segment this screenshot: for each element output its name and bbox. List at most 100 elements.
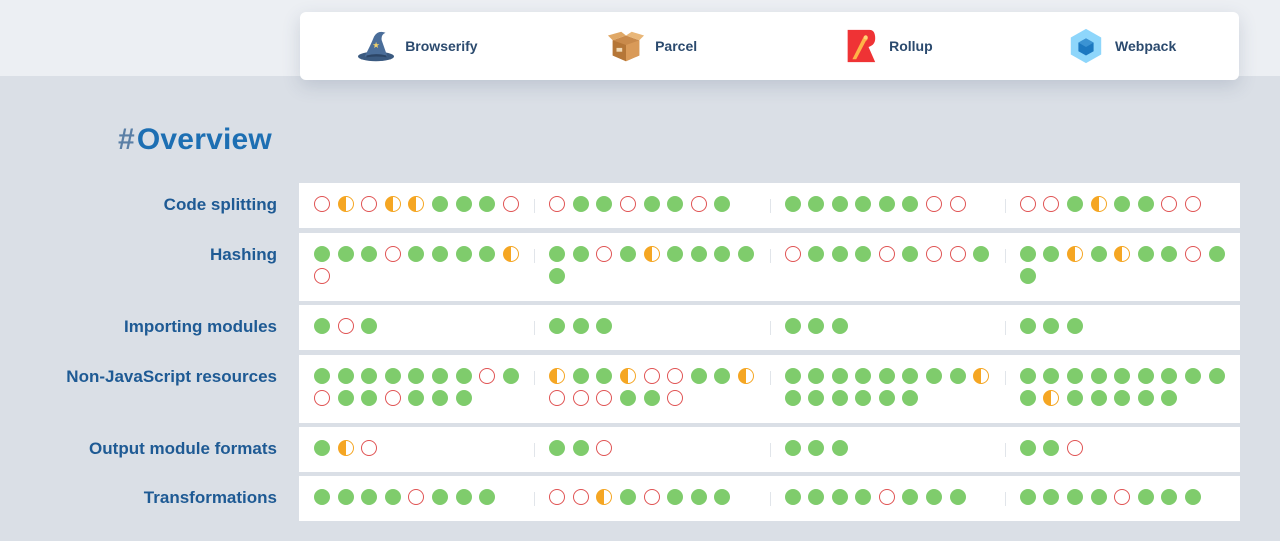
test-status-dot-partial[interactable] <box>643 246 660 262</box>
test-status-dot-supported[interactable] <box>431 489 448 505</box>
test-status-dot-supported[interactable] <box>361 246 378 262</box>
test-status-dot-supported[interactable] <box>831 246 848 262</box>
test-status-dot-supported[interactable] <box>479 196 496 212</box>
test-status-dot-unsupported[interactable] <box>1043 196 1060 212</box>
test-status-dot-supported[interactable] <box>596 318 613 334</box>
feature-label[interactable]: Transformations <box>143 488 277 507</box>
test-status-dot-supported[interactable] <box>667 489 684 505</box>
test-status-dot-partial[interactable] <box>620 368 637 384</box>
test-status-dot-unsupported[interactable] <box>502 196 519 212</box>
feature-label[interactable]: Code splitting <box>163 195 277 214</box>
test-status-dot-supported[interactable] <box>314 368 330 384</box>
test-status-dot-supported[interactable] <box>1137 196 1154 212</box>
test-status-dot-unsupported[interactable] <box>596 440 613 456</box>
test-status-dot-supported[interactable] <box>479 246 496 262</box>
test-status-dot-supported[interactable] <box>1137 368 1154 384</box>
test-status-dot-supported[interactable] <box>1043 368 1060 384</box>
test-status-dot-unsupported[interactable] <box>314 268 330 284</box>
test-status-dot-supported[interactable] <box>738 246 754 262</box>
test-status-dot-supported[interactable] <box>831 440 848 456</box>
test-status-dot-supported[interactable] <box>855 196 872 212</box>
test-status-dot-supported[interactable] <box>431 390 448 406</box>
test-status-dot-supported[interactable] <box>1019 390 1036 406</box>
test-status-dot-supported[interactable] <box>1161 390 1178 406</box>
test-status-dot-supported[interactable] <box>949 368 966 384</box>
test-status-dot-supported[interactable] <box>1066 489 1083 505</box>
test-status-dot-supported[interactable] <box>431 246 448 262</box>
test-status-dot-unsupported[interactable] <box>549 390 566 406</box>
test-status-dot-supported[interactable] <box>714 196 731 212</box>
test-status-dot-unsupported[interactable] <box>572 390 589 406</box>
test-status-dot-unsupported[interactable] <box>361 196 378 212</box>
test-status-dot-supported[interactable] <box>831 318 848 334</box>
test-status-dot-supported[interactable] <box>455 196 472 212</box>
test-status-dot-supported[interactable] <box>855 390 872 406</box>
test-status-dot-unsupported[interactable] <box>314 196 330 212</box>
test-status-dot-supported[interactable] <box>949 489 966 505</box>
test-status-dot-partial[interactable] <box>502 246 519 262</box>
test-status-dot-supported[interactable] <box>1114 368 1131 384</box>
test-status-dot-supported[interactable] <box>714 368 731 384</box>
test-status-dot-supported[interactable] <box>572 196 589 212</box>
test-status-dot-partial[interactable] <box>1066 246 1083 262</box>
test-status-dot-supported[interactable] <box>831 489 848 505</box>
test-status-dot-unsupported[interactable] <box>1066 440 1083 456</box>
test-status-dot-supported[interactable] <box>408 390 425 406</box>
test-status-dot-supported[interactable] <box>1019 489 1036 505</box>
test-status-dot-supported[interactable] <box>1114 390 1131 406</box>
test-status-dot-supported[interactable] <box>784 318 801 334</box>
test-status-dot-supported[interactable] <box>1066 390 1083 406</box>
test-status-dot-partial[interactable] <box>738 368 754 384</box>
test-status-dot-supported[interactable] <box>1090 246 1107 262</box>
test-status-dot-supported[interactable] <box>784 390 801 406</box>
test-status-dot-unsupported[interactable] <box>949 246 966 262</box>
test-status-dot-supported[interactable] <box>1066 318 1083 334</box>
test-status-dot-supported[interactable] <box>855 246 872 262</box>
test-status-dot-supported[interactable] <box>384 368 401 384</box>
test-status-dot-supported[interactable] <box>784 489 801 505</box>
test-status-dot-supported[interactable] <box>1090 368 1107 384</box>
test-status-dot-supported[interactable] <box>902 196 919 212</box>
test-status-dot-supported[interactable] <box>337 390 354 406</box>
test-status-dot-supported[interactable] <box>1043 246 1060 262</box>
test-status-dot-partial[interactable] <box>337 440 354 456</box>
test-status-dot-partial[interactable] <box>549 368 566 384</box>
test-status-dot-supported[interactable] <box>1184 368 1201 384</box>
test-status-dot-unsupported[interactable] <box>1114 489 1131 505</box>
feature-label[interactable]: Non-JavaScript resources <box>66 367 277 386</box>
test-status-dot-supported[interactable] <box>549 268 566 284</box>
test-status-dot-supported[interactable] <box>808 368 825 384</box>
test-status-dot-supported[interactable] <box>572 368 589 384</box>
test-status-dot-unsupported[interactable] <box>479 368 496 384</box>
test-status-dot-supported[interactable] <box>831 368 848 384</box>
test-status-dot-supported[interactable] <box>572 440 589 456</box>
test-status-dot-supported[interactable] <box>808 440 825 456</box>
test-status-dot-unsupported[interactable] <box>572 489 589 505</box>
test-status-dot-supported[interactable] <box>902 489 919 505</box>
test-status-dot-unsupported[interactable] <box>361 440 378 456</box>
test-status-dot-unsupported[interactable] <box>784 246 801 262</box>
test-status-dot-supported[interactable] <box>878 390 895 406</box>
test-status-dot-supported[interactable] <box>1137 246 1154 262</box>
test-status-dot-supported[interactable] <box>643 196 660 212</box>
tool-browserify[interactable]: ★ Browserify <box>300 12 535 80</box>
test-status-dot-supported[interactable] <box>314 440 330 456</box>
test-status-dot-unsupported[interactable] <box>878 246 895 262</box>
test-status-dot-supported[interactable] <box>620 489 637 505</box>
test-status-dot-supported[interactable] <box>502 368 519 384</box>
test-status-dot-supported[interactable] <box>314 318 330 334</box>
test-status-dot-supported[interactable] <box>1208 246 1225 262</box>
test-status-dot-unsupported[interactable] <box>337 318 354 334</box>
test-status-dot-partial[interactable] <box>408 196 425 212</box>
test-status-dot-unsupported[interactable] <box>1184 246 1201 262</box>
anchor-hash-link[interactable]: # <box>118 123 135 156</box>
test-status-dot-supported[interactable] <box>855 368 872 384</box>
test-status-dot-supported[interactable] <box>973 246 990 262</box>
feature-label[interactable]: Importing modules <box>124 317 277 336</box>
test-status-dot-supported[interactable] <box>878 368 895 384</box>
test-status-dot-supported[interactable] <box>361 390 378 406</box>
test-status-dot-supported[interactable] <box>361 318 378 334</box>
test-status-dot-supported[interactable] <box>808 196 825 212</box>
test-status-dot-supported[interactable] <box>1043 440 1060 456</box>
test-status-dot-supported[interactable] <box>337 489 354 505</box>
